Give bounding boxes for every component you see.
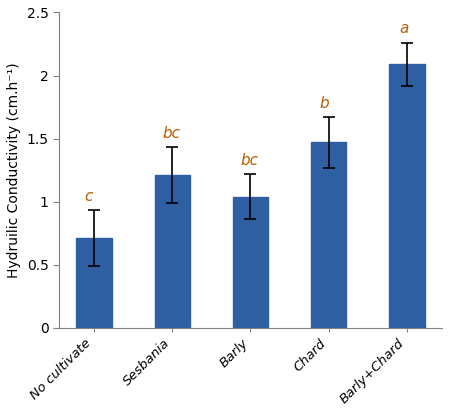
Bar	[154, 175, 190, 328]
Text: c: c	[84, 189, 93, 204]
Text: b: b	[319, 96, 329, 111]
Text: a: a	[399, 21, 409, 36]
Bar	[233, 197, 268, 328]
Y-axis label: Hydruilic Conductivity (cm.h⁻¹): Hydruilic Conductivity (cm.h⁻¹)	[7, 62, 21, 278]
Bar	[389, 64, 425, 328]
Bar	[311, 142, 346, 328]
Text: bc: bc	[240, 152, 258, 168]
Bar	[76, 238, 111, 328]
Text: bc: bc	[162, 126, 180, 141]
